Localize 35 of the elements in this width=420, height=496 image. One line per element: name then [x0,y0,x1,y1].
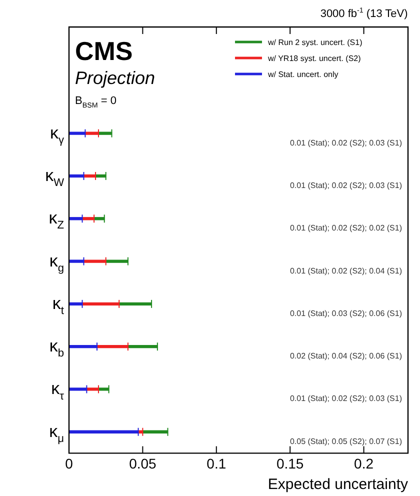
legend-label: w/ Run 2 syst. uncert. (S1) [267,38,363,47]
bar [96,344,128,348]
text: CMS [75,36,133,66]
x-tick-label: 0 [65,455,74,472]
text: Projection [75,68,156,88]
x-tick-label: 0.15 [276,455,304,472]
bar [98,388,110,391]
annotation: 0.01 (Stat); 0.02 (S2); 0.02 (S1) [290,224,402,233]
bar [98,132,112,135]
annotation: 0.01 (Stat); 0.02 (S2); 0.03 (S1) [290,394,402,404]
annotation: 0.01 (Stat); 0.02 (S2); 0.03 (S1) [290,180,402,190]
legend-label: w/ YR18 syst. uncert. (S2) [267,54,362,63]
bar [83,260,106,263]
bar [69,430,139,434]
bar [106,260,128,263]
bar [128,344,158,348]
legend-label: w/ Stat. uncert. only [267,70,338,79]
bar [84,132,99,135]
annotation: 0.05 (Stat); 0.05 (S2); 0.07 (S1) [290,436,402,446]
bar [69,132,86,135]
bar [142,430,168,434]
annotation: 0.01 (Stat); 0.03 (S2); 0.06 (S1) [290,308,402,318]
x-tick-label: 0.1 [206,455,226,472]
x-tick-label: 0.05 [129,455,157,472]
bar [69,260,84,263]
bar [69,344,98,348]
x-tick-label: 0.2 [354,455,374,472]
annotation: 0.02 (Stat); 0.04 (S2); 0.06 (S1) [290,352,402,361]
annotation: 0.01 (Stat); 0.02 (S2); 0.04 (S1) [290,266,402,276]
bar [86,388,99,391]
bar [69,388,88,391]
x-axis-title: Expected uncertainty [268,476,408,494]
annotation: 0.01 (Stat); 0.02 (S2); 0.03 (S1) [290,138,402,148]
bar [118,302,152,306]
bar [82,302,120,306]
